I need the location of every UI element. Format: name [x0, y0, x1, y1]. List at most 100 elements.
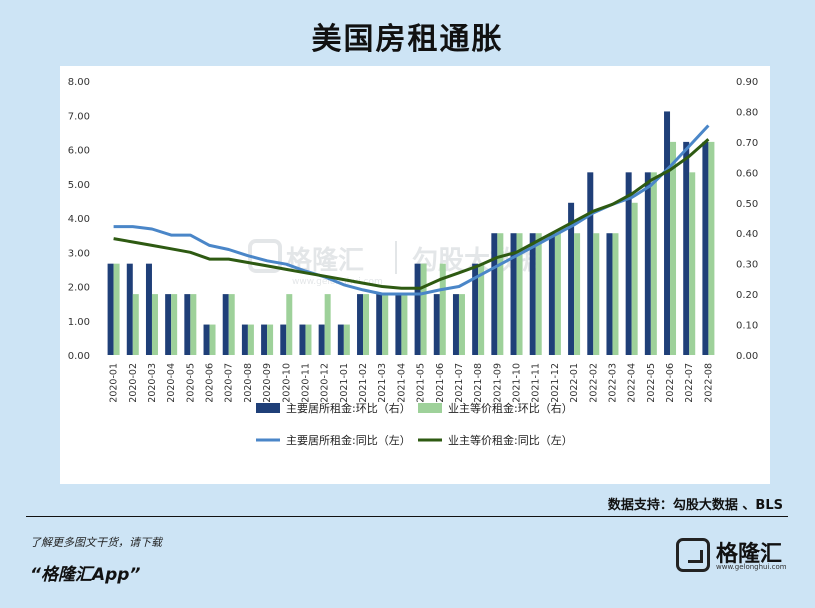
x-tick-label: 2020-03: [147, 363, 158, 403]
x-tick-label: 2021-10: [512, 363, 523, 403]
bar: [184, 294, 191, 355]
right-tick-label: 0.70: [736, 138, 758, 149]
bar: [241, 324, 248, 355]
bar: [625, 172, 632, 355]
bar: [376, 294, 383, 355]
bar: [286, 294, 293, 355]
left-tick-label: 1.00: [68, 317, 90, 328]
lines: [113, 124, 710, 296]
x-tick-label: 2020-10: [281, 363, 292, 403]
right-tick-label: 0.80: [736, 107, 758, 118]
bar: [593, 233, 600, 355]
x-tick-label: 2020-02: [128, 363, 139, 403]
x-tick-label: 2020-05: [185, 363, 196, 403]
bar: [574, 233, 581, 355]
bar: [683, 141, 690, 355]
x-tick-label: 2021-12: [550, 363, 561, 403]
x-tick-label: 2022-06: [665, 363, 676, 403]
x-tick-label: 2022-03: [607, 363, 618, 403]
right-tick-label: 0.40: [736, 229, 758, 240]
x-tick-label: 2022-02: [588, 363, 599, 403]
bars: [107, 111, 715, 355]
legend-label: 业主等价租金:环比（右）: [448, 401, 573, 415]
bar: [305, 324, 312, 355]
left-tick-label: 3.00: [68, 248, 90, 259]
x-tick-label: 2020-04: [166, 363, 177, 403]
x-tick-label: 2020-09: [262, 363, 273, 403]
bar: [606, 233, 613, 355]
bar: [529, 233, 536, 355]
x-tick-label: 2022-01: [569, 363, 580, 403]
chart-svg: 格隆汇 勾股大数据 www.gelonghui.com 0.001.002.00…: [68, 77, 759, 447]
legend-label: 主要居所租金:环比（右）: [286, 401, 411, 415]
x-tick-label: 2021-07: [454, 363, 465, 403]
bar: [203, 324, 210, 355]
x-tick-label: 2022-08: [703, 363, 714, 403]
bar: [587, 172, 594, 355]
x-tick-label: 2021-11: [531, 363, 542, 403]
bar: [478, 263, 485, 355]
bar: [363, 294, 370, 355]
bar: [458, 294, 465, 355]
bar: [113, 263, 120, 355]
bar: [439, 263, 446, 355]
x-tick-label: 2021-08: [473, 363, 484, 403]
bar: [708, 141, 715, 355]
gelonghui-logo-icon: [676, 538, 710, 572]
bar: [151, 294, 158, 355]
footer-tagline: 了解更多图文干货，请下载: [30, 536, 162, 549]
x-tick-label: 2020-08: [243, 363, 254, 403]
bar: [107, 263, 114, 355]
bar: [209, 324, 216, 355]
chart-title: 美国房租通胀: [311, 22, 504, 57]
bar: [568, 202, 575, 355]
footer-app-name: “格隆汇App”: [30, 565, 141, 585]
bar: [132, 294, 139, 355]
x-tick-label: 2020-11: [300, 363, 311, 403]
legend-label: 主要居所租金:同比（左）: [286, 433, 411, 447]
right-tick-label: 0.00: [736, 351, 758, 362]
bar: [261, 324, 268, 355]
footer-divider: [26, 516, 788, 517]
bar: [357, 294, 364, 355]
bar: [337, 324, 344, 355]
bar: [280, 324, 287, 355]
left-tick-label: 5.00: [68, 180, 90, 191]
legend-label: 业主等价租金:同比（左）: [448, 433, 573, 447]
bar: [452, 294, 459, 355]
bar: [491, 233, 498, 355]
left-tick-label: 2.00: [68, 283, 90, 294]
x-tick-label: 2021-03: [377, 363, 388, 403]
logo-url: www.gelonghui.com: [716, 563, 787, 571]
bar: [414, 263, 421, 355]
legend-swatch: [418, 403, 442, 413]
bar: [472, 263, 479, 355]
bar: [548, 233, 555, 355]
x-tick-label: 2020-12: [320, 363, 331, 403]
bar: [631, 202, 638, 355]
right-tick-label: 0.60: [736, 168, 758, 179]
bar: [535, 233, 542, 355]
bar: [145, 263, 152, 355]
x-tick-label: 2021-05: [416, 363, 427, 403]
bar: [267, 324, 274, 355]
bar: [318, 324, 325, 355]
bar: [670, 141, 677, 355]
bar: [171, 294, 178, 355]
bar: [228, 294, 235, 355]
x-axis-labels: 2020-01 2020-02 2020-03 2020-04 2020-05 2020-…: [109, 363, 715, 403]
x-tick-label: 2022-04: [627, 363, 638, 403]
x-tick-label: 2021-06: [435, 363, 446, 403]
left-tick-label: 0.00: [68, 351, 90, 362]
right-axis-ticks: 0.00 0.10 0.20 0.30 0.40 0.50 0.60 0.70 0.80 0.90: [736, 77, 758, 362]
x-tick-label: 2021-04: [396, 363, 407, 403]
bar: [702, 141, 709, 355]
bar: [420, 263, 427, 355]
right-tick-label: 0.90: [736, 77, 758, 88]
bar: [395, 294, 402, 355]
bar: [516, 233, 523, 355]
x-tick-label: 2021-02: [358, 363, 369, 403]
x-tick-label: 2021-01: [339, 363, 350, 403]
bar: [510, 233, 517, 355]
source-note: 数据支持：勾股大数据 、BLS: [607, 498, 783, 513]
